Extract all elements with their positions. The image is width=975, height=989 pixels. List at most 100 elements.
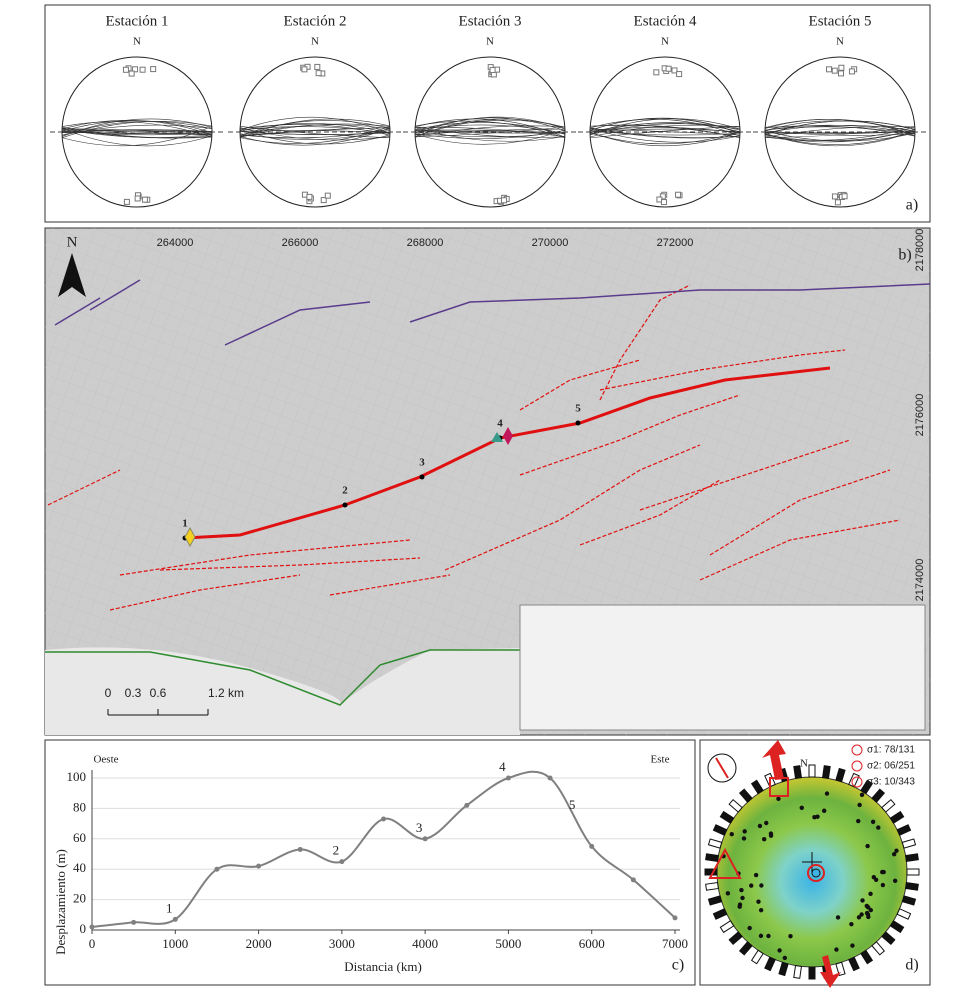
great-circle <box>764 125 916 137</box>
easting-label: 268000 <box>407 237 444 249</box>
station <box>342 502 348 508</box>
pole <box>675 191 682 198</box>
pole <box>725 891 731 896</box>
edge-pole <box>712 908 728 920</box>
edge-pole <box>901 838 917 849</box>
point <box>422 836 428 842</box>
pole <box>777 948 782 953</box>
north-label: N <box>67 234 78 250</box>
great-circle <box>589 124 741 138</box>
pole <box>859 912 864 917</box>
great-circle <box>414 128 566 136</box>
y-tick-label: 60 <box>73 830 86 845</box>
x-tick-label: 1000 <box>162 936 188 951</box>
great-circle <box>764 130 916 136</box>
y-tick-label: 40 <box>73 860 86 875</box>
pole <box>894 848 899 853</box>
pole <box>761 837 767 842</box>
pole <box>324 192 331 199</box>
pole <box>753 872 759 878</box>
great-circle <box>61 129 213 138</box>
stress-sym <box>851 776 863 788</box>
great-circle <box>239 120 391 136</box>
pole <box>831 67 838 74</box>
pole <box>320 197 327 204</box>
great-circle <box>414 131 566 138</box>
station-title: Estación 5 <box>809 13 872 29</box>
pole <box>821 808 827 813</box>
station-label: 1 <box>182 518 188 530</box>
stress-label: σ2: 06/251 <box>867 761 915 772</box>
edge-pole <box>750 779 764 795</box>
west-label: Oeste <box>93 754 118 766</box>
great-circle <box>589 130 741 145</box>
pole <box>740 895 745 901</box>
edge-pole <box>860 949 874 965</box>
pole <box>815 814 820 819</box>
great-circle <box>764 126 916 141</box>
great-circle <box>414 126 566 138</box>
great-circle <box>239 128 391 145</box>
sigma1 <box>807 864 825 882</box>
pole <box>122 66 129 73</box>
great-circle <box>239 128 391 139</box>
sigma1-in <box>811 868 821 878</box>
y-tick-label: 20 <box>73 891 86 906</box>
stress-label: σ1: 78/131 <box>867 745 915 756</box>
point <box>672 915 678 921</box>
pole <box>859 792 865 798</box>
pole <box>759 883 764 888</box>
pole <box>132 66 139 73</box>
legend <box>519 604 926 731</box>
edge-pole <box>719 810 735 824</box>
edge-pole <box>728 798 743 813</box>
great-circle <box>589 118 741 137</box>
edge-pole <box>889 810 905 824</box>
pole <box>870 819 876 825</box>
station-label: 2 <box>342 485 348 497</box>
pole <box>860 898 865 903</box>
y-tick-label: 80 <box>73 799 86 814</box>
pole <box>749 883 754 888</box>
geo-site-2 <box>184 526 196 548</box>
pole <box>660 199 667 206</box>
great-circle <box>61 129 213 133</box>
point <box>505 775 511 781</box>
scale-label: 0 <box>105 686 112 700</box>
pole <box>838 64 845 71</box>
great-circle <box>239 131 391 135</box>
great-circle <box>414 118 566 138</box>
pole <box>876 825 881 830</box>
station-label: 4 <box>497 418 503 430</box>
pole <box>841 193 848 200</box>
pole <box>880 882 886 888</box>
pole <box>776 796 781 802</box>
great-circle <box>414 126 566 138</box>
pole <box>868 907 874 913</box>
pole <box>865 905 871 910</box>
pole <box>500 197 507 204</box>
pole <box>758 933 764 939</box>
edge-pole <box>860 779 874 795</box>
pole <box>834 947 839 952</box>
pole <box>489 67 496 74</box>
pole <box>892 878 898 883</box>
pole <box>653 69 660 76</box>
panel-c <box>44 739 696 986</box>
pole <box>739 887 744 893</box>
station <box>419 474 425 480</box>
northing-label: 2178000 <box>914 229 926 272</box>
station-title: Estación 3 <box>459 13 522 29</box>
edge-pole <box>705 881 719 891</box>
great-circle <box>764 128 916 143</box>
edge-pole <box>905 881 919 891</box>
y-axis-label: Desplazamiento (m) <box>53 849 68 955</box>
station-title: Estación 4 <box>634 13 697 29</box>
great-circle <box>414 129 566 134</box>
pole <box>756 899 761 904</box>
northing-label: 2176000 <box>914 394 926 437</box>
point-label: 1 <box>166 900 173 915</box>
great-circle <box>764 120 916 134</box>
great-circle <box>414 117 566 134</box>
